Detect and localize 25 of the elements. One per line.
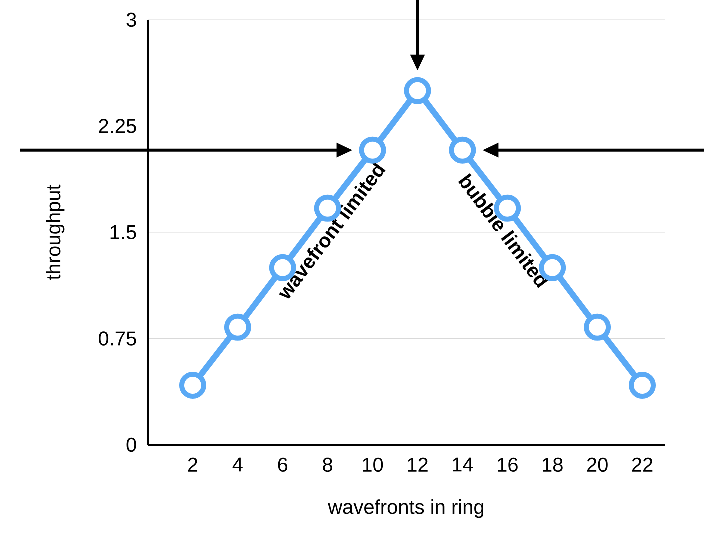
x-tick-label: 18 [543, 458, 563, 472]
y-tick-label: 2.25 [99, 119, 136, 134]
x-tick-label: 6 [278, 458, 288, 472]
x-tick-label: 4 [232, 458, 243, 472]
y-tick-label: 3 [126, 12, 136, 28]
point [359, 136, 386, 164]
point [629, 372, 656, 399]
y-tick-label: 1.5 [110, 226, 136, 240]
y-axis-title: throughput [46, 184, 65, 280]
x-tick-label: 2 [188, 458, 198, 472]
y-tick-label: 0 [126, 438, 136, 452]
point [224, 314, 252, 341]
x-tick-label: 16 [498, 458, 518, 472]
y-tick-label: 0.75 [98, 332, 136, 346]
point [449, 136, 476, 164]
x-tick-label: 22 [632, 458, 653, 472]
point [179, 372, 206, 399]
x-tick-label: 14 [453, 458, 474, 472]
x-tick-label: 10 [363, 458, 384, 472]
x-axis-title: wavefronts in ring [328, 500, 484, 518]
point [584, 314, 612, 341]
x-tick-label: 8 [323, 458, 333, 472]
x-tick-label: 12 [408, 458, 428, 472]
x-tick-label: 20 [587, 458, 608, 472]
point [404, 77, 432, 104]
